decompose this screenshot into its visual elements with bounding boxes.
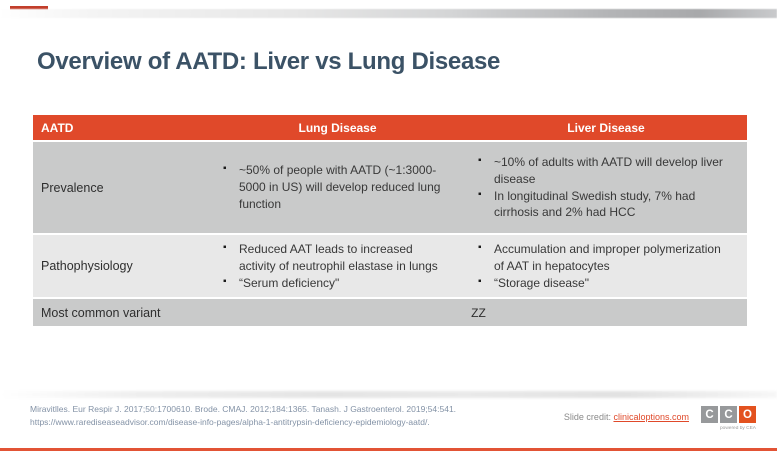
table-row-pathophysiology: Pathophysiology Reduced AAT leads to inc… xyxy=(33,235,747,298)
cco-logo: C C O xyxy=(701,406,756,423)
bullet-item: ~50% of people with AATD (~1:3000-5000 i… xyxy=(222,162,451,212)
pathophysiology-lung-cell: Reduced AAT leads to increased activity … xyxy=(210,235,465,297)
cco-logo-tagline: powered by CEA xyxy=(719,426,756,431)
citation-line-2: https://www.rarediseaseadvisor.com/disea… xyxy=(30,417,430,427)
prevalence-lung-cell: ~50% of people with AATD (~1:3000-5000 i… xyxy=(210,142,465,233)
cco-logo-letter-c2: C xyxy=(720,406,737,423)
bullet-item: ~10% of adults with AATD will develop li… xyxy=(477,154,729,188)
header-liver-disease: Liver Disease xyxy=(567,120,645,135)
slide-credit-label: Slide credit: xyxy=(563,412,614,422)
bullet-item: “Storage disease" xyxy=(477,275,729,292)
row-label-most-common-variant: Most common variant xyxy=(41,305,161,320)
bullet-item: Accumulation and improper polymerization… xyxy=(477,241,729,275)
citation-line-1: Miravitlles. Eur Respir J. 2017;50:17006… xyxy=(30,404,457,414)
bottom-accent-line xyxy=(0,448,777,451)
aatd-comparison-table: AATD Lung Disease Liver Disease Prevalen… xyxy=(33,115,747,327)
slide-title: Overview of AATD: Liver vs Lung Disease xyxy=(37,48,501,75)
pathophysiology-liver-cell: Accumulation and improper polymerization… xyxy=(465,235,747,297)
table-header-row: AATD Lung Disease Liver Disease xyxy=(33,115,747,140)
top-gradient-band xyxy=(0,9,777,18)
bullet-item: “Serum deficiency" xyxy=(222,275,451,292)
header-aatd: AATD xyxy=(41,120,74,135)
bullet-item: Reduced AAT leads to increased activity … xyxy=(222,241,451,275)
cco-logo-letter-c1: C xyxy=(701,406,718,423)
slide-credit: Slide credit: clinicaloptions.com xyxy=(564,412,689,422)
row-label-prevalence: Prevalence xyxy=(41,180,104,195)
bullet-item: In longitudinal Swedish study, 7% had ci… xyxy=(477,188,729,222)
table-row-prevalence: Prevalence ~50% of people with AATD (~1:… xyxy=(33,142,747,233)
table-row-most-common-variant: Most common variant ZZ xyxy=(33,299,747,327)
footer-gradient-band xyxy=(0,391,777,398)
prevalence-liver-cell: ~10% of adults with AATD will develop li… xyxy=(465,142,747,233)
header-lung-disease: Lung Disease xyxy=(298,120,377,135)
variant-value-cell: ZZ xyxy=(471,305,486,320)
citations: Miravitlles. Eur Respir J. 2017;50:17006… xyxy=(30,403,456,429)
cco-logo-letter-o: O xyxy=(739,406,756,423)
row-label-pathophysiology: Pathophysiology xyxy=(41,259,133,274)
slide-credit-link[interactable]: clinicaloptions.com xyxy=(613,412,689,422)
